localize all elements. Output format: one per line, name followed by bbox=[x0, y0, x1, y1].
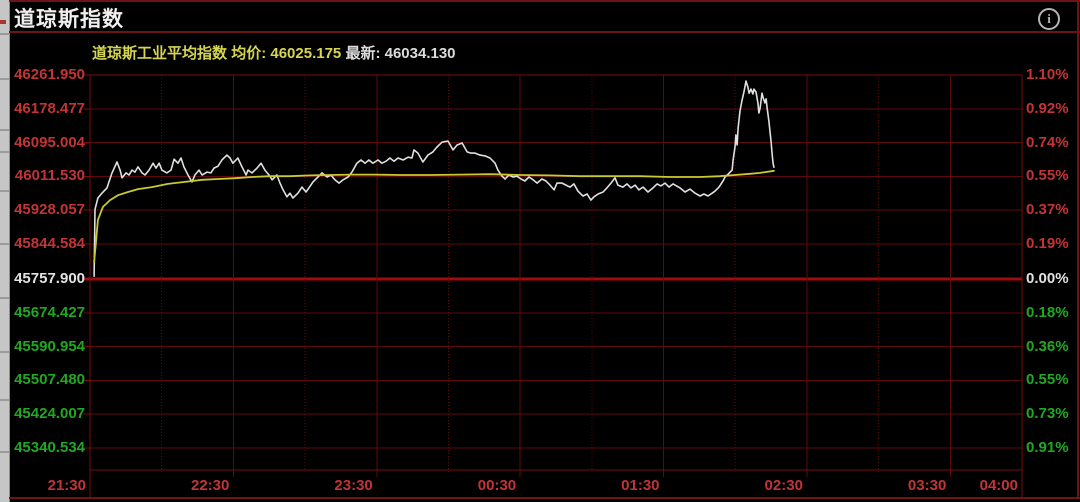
x-axis-time-label: 02:30 bbox=[764, 477, 803, 494]
scrollbar-separator bbox=[0, 451, 9, 453]
x-axis-time-label: 23:30 bbox=[334, 477, 373, 494]
x-axis-time-label: 22:30 bbox=[191, 477, 230, 494]
legend-index-name: 道琼斯工业平均指数 bbox=[92, 45, 228, 62]
legend-last-label: 最新: bbox=[345, 45, 381, 62]
scrollbar-separator bbox=[0, 351, 9, 353]
y-axis-price-label: 46178.477 bbox=[14, 99, 85, 117]
x-axis-time-label: 04:00 bbox=[979, 477, 1018, 494]
y-axis-price-label: 45757.900 bbox=[14, 270, 85, 288]
price-line-series bbox=[93, 80, 775, 278]
y-axis-price-label: 46095.004 bbox=[14, 133, 85, 151]
y-axis-percent-label: 0.74% bbox=[1026, 133, 1069, 151]
y-axis-percent-label: 0.55% bbox=[1026, 167, 1069, 185]
x-axis-time-label: 00:30 bbox=[477, 477, 517, 494]
y-axis-price-label: 45424.007 bbox=[14, 405, 85, 423]
y-axis-percent-label: 0.00% bbox=[1026, 270, 1069, 288]
chart-legend: 道琼斯工业平均指数 均价: 46025.175 最新: 46034.130 bbox=[92, 42, 456, 63]
y-axis-price-label: 46261.950 bbox=[14, 66, 85, 83]
y-axis-percent-label: 0.18% bbox=[1026, 303, 1069, 321]
y-axis-percent-label: 0.37% bbox=[1026, 201, 1069, 219]
y-axis-price-label: 45928.057 bbox=[14, 201, 85, 219]
y-axis-percent-label: 0.36% bbox=[1026, 337, 1069, 355]
scrollbar-separator bbox=[0, 190, 9, 192]
y-axis-price-label: 45674.427 bbox=[14, 303, 85, 321]
x-axis-time-label: 21:30 bbox=[47, 477, 86, 494]
avg-price-line-series bbox=[93, 169, 775, 263]
y-axis-percent-label: 0.91% bbox=[1026, 439, 1069, 456]
y-axis-percent-label: 0.92% bbox=[1026, 99, 1069, 117]
scrollbar-separator bbox=[0, 33, 9, 35]
x-axis-time-label: 03:30 bbox=[907, 477, 947, 494]
y-axis-percent-label: 0.19% bbox=[1026, 234, 1069, 252]
right-border-line bbox=[1077, 2, 1079, 499]
y-axis-price-label: 45507.480 bbox=[14, 371, 85, 389]
scrollbar-separator bbox=[0, 151, 9, 153]
legend-avg-value: 46025.175 bbox=[270, 45, 342, 62]
bottom-border-line bbox=[9, 497, 1080, 499]
left-edge-scrollbar[interactable] bbox=[0, 0, 10, 502]
scrollbar-separator bbox=[0, 243, 9, 245]
y-axis-price-label: 45340.534 bbox=[14, 439, 85, 456]
y-axis-percent-label: 1.10% bbox=[1026, 66, 1069, 83]
y-axis-percent-label: 0.73% bbox=[1026, 405, 1069, 423]
x-axis-time-label: 01:30 bbox=[621, 477, 660, 494]
legend-avg-label: 均价: bbox=[231, 45, 267, 62]
page-title: 道琼斯指数 bbox=[14, 8, 124, 31]
scrollbar-separator bbox=[0, 399, 9, 401]
scrollbar-separator bbox=[0, 297, 9, 299]
scrollbar-red-mark bbox=[0, 20, 6, 24]
titlebar-separator-line bbox=[9, 31, 1080, 33]
scrollbar-separator bbox=[0, 129, 9, 131]
legend-last-value: 46034.130 bbox=[384, 45, 456, 62]
scrollbar-separator bbox=[0, 78, 9, 80]
y-axis-price-label: 45844.584 bbox=[14, 234, 85, 252]
y-axis-price-label: 45590.954 bbox=[14, 337, 85, 355]
info-icon[interactable]: i bbox=[1038, 8, 1060, 30]
top-border-line bbox=[9, 0, 1080, 2]
y-axis-percent-label: 0.55% bbox=[1026, 371, 1069, 389]
y-axis-price-label: 46011.530 bbox=[14, 167, 85, 185]
